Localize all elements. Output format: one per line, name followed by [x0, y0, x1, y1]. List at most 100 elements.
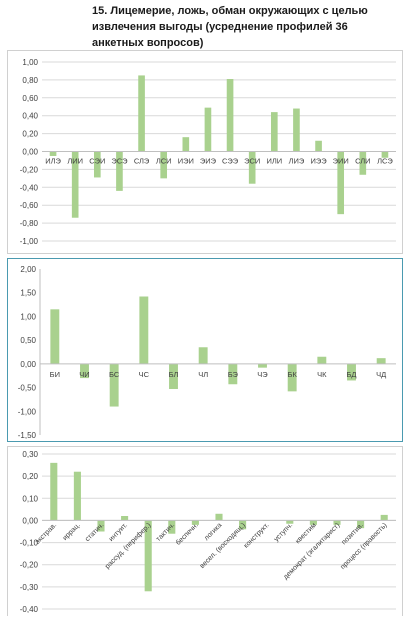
y-tick-label: 0,40 — [22, 112, 38, 121]
x-tick-label: ЧД — [376, 370, 386, 379]
bar — [270, 112, 278, 152]
bar — [359, 151, 367, 175]
y-tick-label: -0,50 — [18, 384, 37, 393]
bar — [139, 296, 149, 364]
bar — [50, 309, 60, 364]
bar — [160, 151, 168, 179]
y-tick-label: 0,20 — [22, 472, 38, 481]
y-tick-label: -0,40 — [20, 183, 39, 192]
bar — [80, 363, 89, 379]
x-tick-label: квестим — [294, 522, 317, 545]
x-tick-label: ИЭЭ — [310, 157, 327, 166]
bar — [93, 151, 101, 178]
x-tick-label: БК — [288, 370, 298, 379]
bar — [71, 151, 79, 218]
y-tick-label: 1,00 — [22, 58, 38, 67]
bar — [381, 151, 389, 158]
x-tick-label: иррац. — [62, 522, 82, 542]
x-tick-label: весел. (восходящ.) — [199, 522, 247, 570]
y-tick-label: -0,80 — [20, 219, 39, 228]
x-tick-label: СЛЭ — [134, 157, 150, 166]
chart-panel-reinin-traits: -0,40 -0,30 -0,20 -0,10 0,00 0,10 0,20 0,30 экст… — [7, 446, 403, 616]
y-tick-label: 0,10 — [22, 494, 38, 503]
y-tick-label: 0,80 — [22, 76, 38, 85]
y-tick-label: -0,20 — [20, 165, 39, 174]
y-tick-label: -0,60 — [20, 201, 39, 210]
bar — [337, 151, 345, 215]
bar — [97, 520, 105, 532]
y-tick-label: -1,00 — [20, 237, 39, 246]
bar — [248, 151, 256, 184]
bar — [317, 356, 327, 364]
y-tick-label: -0,30 — [20, 583, 39, 592]
y-tick-label: 0,00 — [22, 148, 38, 157]
bar — [226, 79, 234, 152]
y-tick-label: 1,50 — [20, 289, 36, 298]
x-tick-label: ЛИЭ — [289, 157, 305, 166]
bar — [116, 151, 123, 191]
x-tick-label: БС — [109, 370, 120, 379]
x-tick-label: ЭСЭ — [111, 157, 128, 166]
bar — [215, 513, 223, 521]
x-tick-label: логика — [203, 522, 223, 542]
x-tick-label: СЭИ — [89, 157, 105, 166]
bar — [182, 137, 190, 152]
x-tick-label: конструкт. — [243, 522, 271, 550]
x-tick-label: ЛИИ — [67, 157, 83, 166]
x-tick-label: БИ — [50, 370, 60, 379]
bar — [293, 108, 300, 152]
chart-panel-sociotypes: -1,00 -0,80 -0,60 -0,40 -0,20 0,00 0,20 0,40 0,6… — [7, 50, 403, 254]
x-tick-label: БЭ — [228, 370, 239, 379]
bar — [191, 520, 199, 525]
bar — [347, 363, 356, 381]
bar — [333, 520, 341, 525]
x-tick-label: интуит. — [108, 522, 129, 543]
y-tick-label: 0,60 — [22, 94, 38, 103]
bar — [49, 151, 57, 156]
bar — [239, 520, 247, 530]
bar — [309, 520, 317, 525]
x-tick-label: ЧЭ — [257, 370, 268, 379]
y-tick-label: -1,50 — [18, 431, 37, 440]
x-tick-label: ИЛИ — [266, 157, 282, 166]
x-tick-label: ЭСИ — [244, 157, 260, 166]
x-tick-label: ЭИИ — [333, 157, 349, 166]
bar — [169, 363, 178, 389]
x-tick-label: ЧЛ — [198, 370, 208, 379]
bar — [138, 75, 145, 152]
bar — [258, 363, 267, 368]
y-tick-label: 0,20 — [22, 130, 38, 139]
y-tick-label: -0,10 — [20, 539, 39, 548]
x-tick-label: процесс (правость) — [339, 522, 388, 571]
y-tick-label: 0,30 — [22, 450, 38, 459]
x-tick-label: ЧК — [317, 370, 327, 379]
y-tick-label: 0,00 — [20, 360, 36, 369]
bar — [204, 107, 212, 152]
bar — [376, 358, 386, 364]
bar — [286, 520, 294, 524]
x-tick-label: ЧИ — [79, 370, 89, 379]
bar — [168, 520, 176, 534]
bar — [73, 471, 81, 521]
bar — [315, 140, 322, 152]
bar — [380, 514, 388, 521]
y-tick-label: -0,40 — [20, 605, 39, 614]
bar — [228, 363, 238, 385]
bar — [357, 520, 365, 529]
x-tick-label: БЛ — [169, 370, 179, 379]
bar — [287, 363, 297, 392]
y-tick-label: 0,00 — [22, 516, 38, 525]
x-tick-label: уступч. — [273, 522, 294, 543]
bar — [144, 520, 152, 592]
bar — [198, 347, 208, 364]
y-tick-label: -1,00 — [18, 407, 37, 416]
bar — [50, 462, 58, 521]
bar — [121, 516, 129, 521]
x-tick-label: ИЛЭ — [45, 157, 61, 166]
bar-chart-sociotypes: -1,00 -0,80 -0,60 -0,40 -0,20 0,00 0,20 0,40 0,6… — [20, 58, 396, 246]
y-tick-label: 1,00 — [20, 312, 36, 321]
x-tick-label: СЭЭ — [222, 157, 239, 166]
x-tick-label: ЭИЭ — [200, 157, 217, 166]
y-tick-label: -0,20 — [20, 561, 39, 570]
x-tick-label: статич. — [84, 522, 105, 543]
